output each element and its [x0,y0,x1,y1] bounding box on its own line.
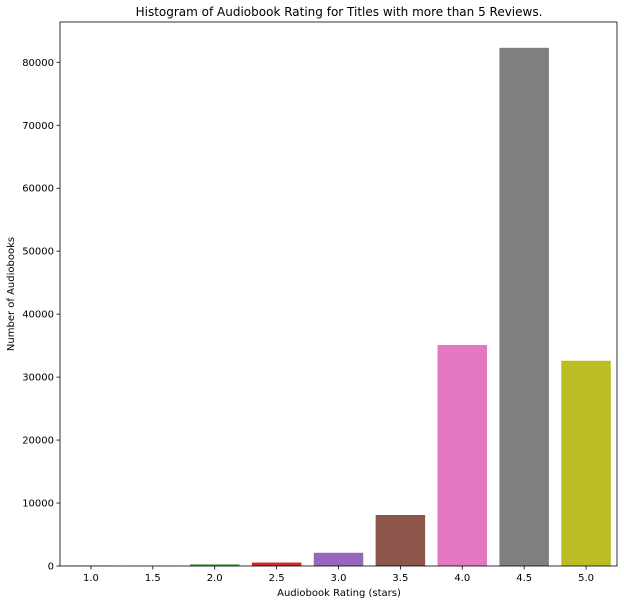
x-tick-label: 4.0 [454,573,470,584]
bar-2-0 [189,564,240,566]
bar-3-5 [375,515,426,566]
plot-frame [59,21,618,567]
x-axis-ticks: 1.0 1.5 2.0 2.5 3.0 3.5 4.0 4.5 5.0 [83,566,594,584]
x-tick-label: 1.5 [145,573,161,584]
bars-group [66,47,611,567]
y-tick-label: 40000 [22,310,54,321]
y-tick-label: 20000 [22,436,54,447]
chart-title: Histogram of Audiobook Rating for Titles… [136,5,543,19]
y-tick-label: 70000 [22,121,54,132]
x-tick-label: 2.5 [269,573,285,584]
x-tick-label: 4.5 [516,573,532,584]
bar-4-5 [499,47,549,567]
x-tick-label: 3.5 [392,573,408,584]
bar-4-0 [437,345,488,566]
bar-5-0 [561,360,611,566]
y-tick-label: 30000 [22,373,54,384]
y-tick-label: 50000 [22,247,54,258]
y-tick-label: 80000 [22,58,54,69]
y-tick-label: 60000 [22,184,54,195]
y-axis-ticks: 0 10000 20000 30000 40000 50000 60000 70000 8000… [22,58,60,573]
x-tick-label: 2.0 [207,573,223,584]
bar-2-5 [251,562,302,566]
y-tick-label: 0 [48,562,54,573]
x-tick-label: 3.0 [331,573,347,584]
y-axis-label: Number of Audiobooks [6,237,17,351]
x-tick-label: 1.0 [83,573,99,584]
y-tick-label: 10000 [22,499,54,510]
x-tick-label: 5.0 [578,573,594,584]
x-axis-label: Audiobook Rating (stars) [277,588,401,599]
bar-3-0 [313,552,364,566]
